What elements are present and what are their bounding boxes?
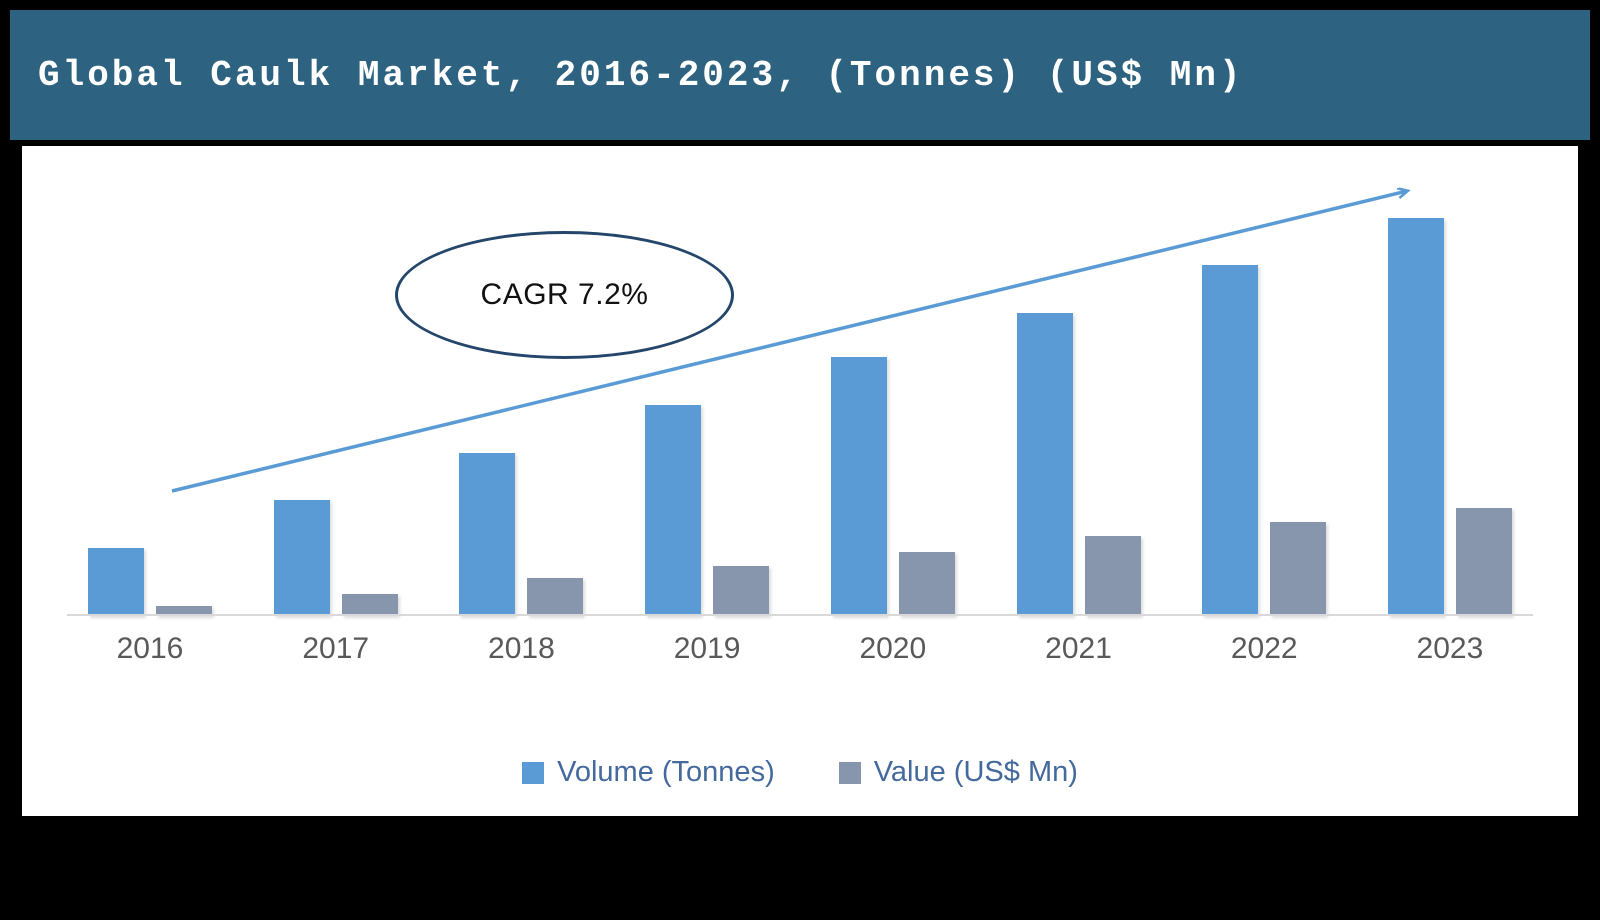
chart-title: Global Caulk Market, 2016-2023, (Tonnes)… — [38, 54, 1244, 96]
legend: Volume (Tonnes) Value (US$ Mn) — [22, 756, 1578, 789]
chart-panel: CAGR 7.2% 2016 2017 2018 2019 2020 2021 2022 20… — [22, 146, 1578, 816]
legend-item-value-us-mn: Value (US$ Mn) — [838, 756, 1078, 789]
x-axis-label-2018: 2018 — [488, 632, 555, 665]
x-axis-label-2021: 2021 — [1045, 632, 1112, 665]
x-axis-label-2016: 2016 — [116, 632, 184, 665]
legend-swatch-value-us-mn — [838, 761, 861, 784]
x-axis-line — [67, 614, 1533, 616]
bar-volume-tonnes-2020 — [830, 357, 887, 616]
bar-group-2020 — [830, 357, 956, 616]
bar-value-us-mn-2023 — [1455, 508, 1512, 616]
bar-volume-tonnes-2017 — [273, 500, 330, 616]
bar-value-us-mn-2016 — [156, 606, 212, 616]
bar-group-2022 — [1201, 265, 1327, 616]
legend-label-value-us-mn: Value (US$ Mn) — [873, 756, 1078, 788]
bar-volume-tonnes-2019 — [645, 405, 702, 616]
bar-group-2023 — [1387, 218, 1513, 616]
cagr-label: CAGR 7.2% — [480, 278, 649, 311]
bar-group-2016 — [87, 548, 213, 616]
bar-value-us-mn-2020 — [898, 552, 955, 616]
legend-swatch-volume-tonnes — [522, 761, 545, 784]
bar-volume-tonnes-2023 — [1387, 218, 1444, 616]
bar-value-us-mn-2021 — [1084, 536, 1141, 616]
x-axis-label-2022: 2022 — [1230, 632, 1298, 665]
bar-group-2018 — [458, 453, 584, 616]
legend-label-volume-tonnes: Volume (Tonnes) — [557, 756, 775, 788]
bar-value-us-mn-2018 — [527, 578, 584, 616]
bar-value-us-mn-2017 — [341, 594, 398, 616]
bar-volume-tonnes-2018 — [459, 453, 516, 616]
bar-value-us-mn-2019 — [713, 566, 770, 616]
cagr-annotation-ellipse: CAGR 7.2% — [395, 231, 734, 359]
x-axis-label-2019: 2019 — [673, 632, 741, 665]
bar-value-us-mn-2022 — [1270, 522, 1327, 616]
x-axis-label-2017: 2017 — [302, 632, 370, 665]
bar-group-2019 — [644, 405, 770, 616]
bar-groups — [87, 218, 1513, 616]
bar-group-2021 — [1016, 313, 1142, 616]
x-axis-labels: 2016 2017 2018 2019 2020 2021 2022 2023 — [22, 632, 1578, 666]
plot-area: CAGR 7.2% — [22, 146, 1578, 616]
bar-volume-tonnes-2021 — [1016, 313, 1073, 616]
bar-volume-tonnes-2016 — [88, 548, 144, 616]
x-axis-label-2023: 2023 — [1416, 632, 1484, 665]
bar-volume-tonnes-2022 — [1202, 265, 1259, 616]
legend-item-volume-tonnes: Volume (Tonnes) — [522, 756, 775, 789]
bar-group-2017 — [273, 500, 399, 616]
chart-title-bar: Global Caulk Market, 2016-2023, (Tonnes)… — [10, 10, 1590, 140]
x-axis-label-2020: 2020 — [859, 632, 927, 665]
